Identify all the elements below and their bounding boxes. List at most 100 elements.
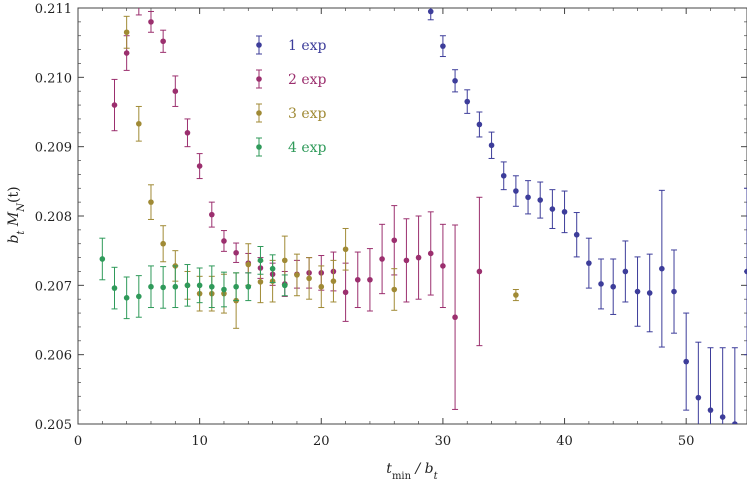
- data-point: [196, 282, 203, 289]
- data-point: [123, 50, 130, 56]
- data-point: [257, 279, 264, 285]
- y-axis-title-m: M: [6, 211, 22, 230]
- data-point: [123, 295, 130, 301]
- x-axis-title-sub2: t: [434, 471, 439, 481]
- data-point: [330, 278, 337, 284]
- data-point: [99, 256, 106, 262]
- data-point: [233, 249, 239, 256]
- data-point: [233, 283, 239, 290]
- x-axis-title: tmin / bt: [386, 461, 438, 481]
- data-point: [440, 43, 446, 49]
- data-point: [732, 421, 738, 424]
- data-point: [160, 38, 166, 45]
- data-point: [294, 272, 300, 278]
- y-tick-label: 0.209: [35, 141, 72, 156]
- data-point: [573, 231, 580, 238]
- data-point: [379, 256, 385, 262]
- y-axis-title-b: b: [6, 235, 22, 244]
- data-point: [391, 286, 398, 293]
- legend-entry: 3 exp: [256, 103, 327, 123]
- data-point: [172, 283, 179, 290]
- y-axis-title-rest: (t): [6, 186, 22, 203]
- data-point: [537, 197, 544, 203]
- axis-ticks: 0 10 20 30 40 50 0.205 0.206 0.207 0.208 0.209 0.21…: [35, 2, 747, 449]
- data-point: [610, 283, 616, 290]
- data-point: [209, 283, 215, 290]
- data-point: [659, 265, 665, 272]
- legend-marker: [256, 144, 262, 150]
- data-point: [598, 281, 604, 287]
- x-tick-label: 30: [435, 434, 452, 449]
- y-tick-label: 0.211: [35, 2, 72, 17]
- data-point: [281, 282, 288, 289]
- data-point: [707, 407, 714, 413]
- data-point: [148, 283, 154, 290]
- x-tick-label: 0: [74, 434, 82, 449]
- data-point: [318, 283, 325, 290]
- y-axis-title-sub2: N: [16, 202, 27, 213]
- data-point: [209, 211, 215, 218]
- data-point: [671, 288, 677, 295]
- legend-entry: 4 exp: [256, 137, 327, 157]
- data-point: [245, 261, 252, 268]
- data-point: [160, 284, 166, 291]
- data-point: [342, 289, 349, 296]
- data-point: [452, 314, 458, 321]
- data-point: [306, 275, 312, 282]
- data-point: [622, 268, 629, 275]
- plot-frame: [77, 7, 747, 425]
- x-tick-label: 50: [678, 434, 695, 449]
- x-axis-title-sub: min: [392, 471, 412, 481]
- data-point: [513, 292, 519, 298]
- data-point: [111, 102, 118, 108]
- data-point: [695, 394, 702, 401]
- x-tick-label: 10: [191, 434, 208, 449]
- data-point: [683, 358, 689, 365]
- data-point: [196, 163, 203, 169]
- data-point: [221, 238, 227, 244]
- data-point: [221, 286, 227, 293]
- x-axis-title-t: t: [386, 461, 392, 477]
- data-point: [281, 257, 288, 264]
- data-point: [184, 282, 191, 289]
- data-point: [184, 130, 191, 136]
- legend-marker: [256, 110, 262, 116]
- legend-label: 4 exp: [288, 140, 327, 156]
- x-tick-label: 20: [313, 434, 330, 449]
- x-axis-title-rest: / b: [411, 461, 434, 477]
- data-point: [160, 240, 166, 247]
- data-point: [488, 142, 495, 149]
- data-point: [136, 120, 142, 127]
- y-tick-label: 0.206: [35, 349, 72, 364]
- series-2-exp: [111, 8, 483, 410]
- data-point: [415, 254, 422, 261]
- series-layer: [99, 8, 747, 424]
- y-tick-label: 0.210: [35, 71, 72, 86]
- series-3-exp: [123, 15, 519, 329]
- data-point: [148, 19, 154, 25]
- y-axis-title: bt MN(t): [6, 186, 27, 243]
- x-tick-label: 40: [556, 434, 573, 449]
- data-point: [257, 257, 264, 264]
- series-1-exp: [427, 8, 747, 424]
- data-point: [476, 268, 483, 275]
- data-point: [148, 199, 154, 205]
- data-point: [440, 263, 446, 269]
- data-point: [464, 98, 471, 105]
- series-4-exp: [99, 237, 288, 320]
- data-point: [427, 250, 434, 257]
- legend-label: 3 exp: [288, 106, 327, 122]
- data-point: [403, 257, 410, 264]
- data-point: [342, 246, 349, 253]
- data-point: [586, 260, 592, 266]
- data-point: [744, 268, 747, 275]
- data-point: [719, 414, 726, 420]
- plot-border: [77, 7, 747, 425]
- legend-entry: 2 exp: [256, 69, 327, 89]
- legend-label: 2 exp: [288, 72, 327, 88]
- data-point: [136, 293, 142, 300]
- data-point: [561, 209, 568, 215]
- y-tick-label: 0.207: [35, 279, 72, 294]
- legend-marker: [256, 42, 262, 48]
